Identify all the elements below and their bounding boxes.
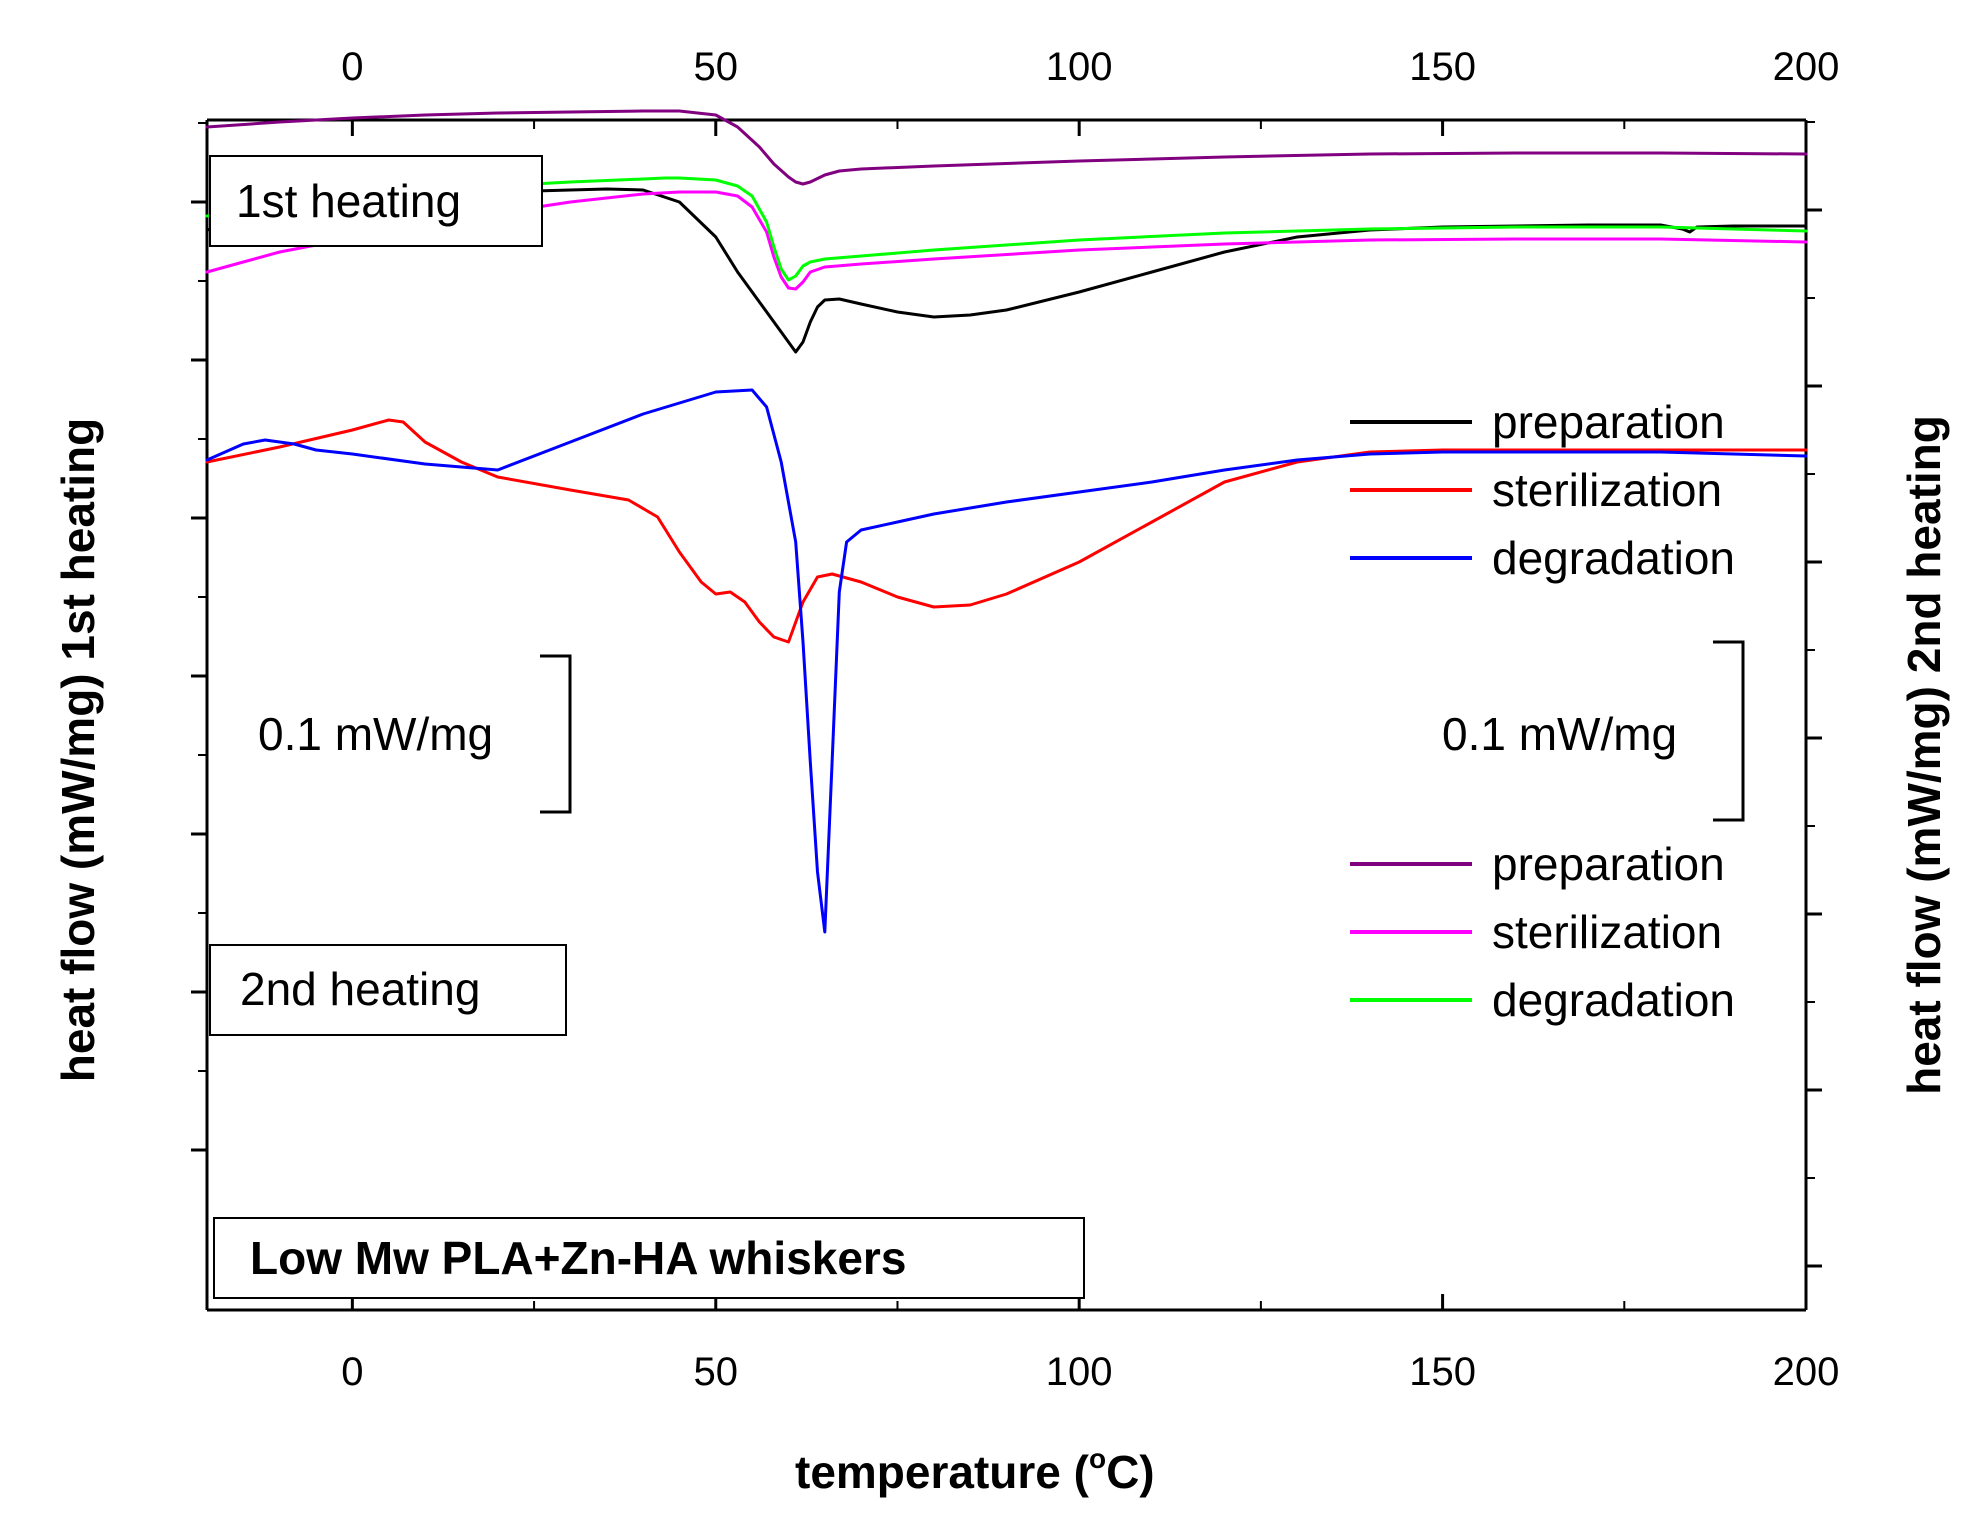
right-scale-bar: 0.1 mW/mg [1442, 640, 1745, 822]
second-heating-box-frame [209, 944, 567, 1036]
x-tick-label-top: 100 [1046, 45, 1113, 89]
second-heating-legend-label-preparation: preparation [1492, 838, 1725, 890]
first-heating-box-frame [209, 155, 543, 247]
y-axis-title-left: heat flow (mW/mg) 1st heating [52, 418, 104, 1082]
first-heating-legend-label-sterilization: sterilization [1492, 464, 1722, 516]
first-heating-label: 1st heating [236, 175, 461, 227]
plot-frame [205, 118, 1808, 1312]
x-tick-label-top: 0 [341, 45, 363, 89]
left-scale-label: 0.1 mW/mg [258, 708, 493, 760]
x-tick-label-bottom: 100 [1046, 1350, 1113, 1394]
x-tick-label-bottom: 150 [1409, 1350, 1476, 1394]
first-heating-legend-label-degradation: degradation [1492, 532, 1735, 584]
sample-box: Low Mw PLA+Zn-HA whiskers [213, 1217, 1085, 1299]
sample-label: Low Mw PLA+Zn-HA whiskers [250, 1232, 906, 1284]
x-tick-label-top: 200 [1773, 45, 1840, 89]
x-tick-label-top: 150 [1409, 45, 1476, 89]
first-heating-degradation-line [205, 388, 1808, 934]
first-heating-legend-label-preparation: preparation [1492, 396, 1725, 448]
ticks-layer: 0 0 50 50 100 100 150 150 200 200 [191, 45, 1839, 1394]
left-scale-bracket [540, 654, 572, 814]
right-scale-label: 0.1 mW/mg [1442, 708, 1677, 760]
x-axis-title: temperature (oC) [795, 1443, 1155, 1498]
first-heating-box: 1st heating [209, 155, 543, 247]
legend-layer: preparation sterilization degradation prepa… [1350, 396, 1735, 1026]
x-tick-label-bottom: 0 [341, 1350, 363, 1394]
right-scale-bracket [1713, 640, 1745, 822]
x-tick-label-top: 50 [694, 45, 739, 89]
second-heating-preparation-line [205, 109, 1808, 186]
second-heating-label: 2nd heating [240, 963, 480, 1015]
second-heating-legend-label-sterilization: sterilization [1492, 906, 1722, 958]
left-scale-bar: 0.1 mW/mg [258, 654, 572, 814]
x-axis-title-degree: o [1089, 1443, 1106, 1474]
y-axis-title-right: heat flow (mW/mg) 2nd heating [1898, 415, 1950, 1095]
sample-box-frame [213, 1217, 1085, 1299]
second-heating-legend-label-degradation: degradation [1492, 974, 1735, 1026]
first-heating-preparation-line [205, 187, 1808, 354]
x-tick-label-bottom: 50 [694, 1350, 739, 1394]
second-heating-box: 2nd heating [209, 944, 567, 1036]
x-axis-title-main: temperature ( [795, 1446, 1090, 1498]
x-axis-title-unit: C) [1106, 1446, 1155, 1498]
x-tick-label-bottom: 200 [1773, 1350, 1840, 1394]
